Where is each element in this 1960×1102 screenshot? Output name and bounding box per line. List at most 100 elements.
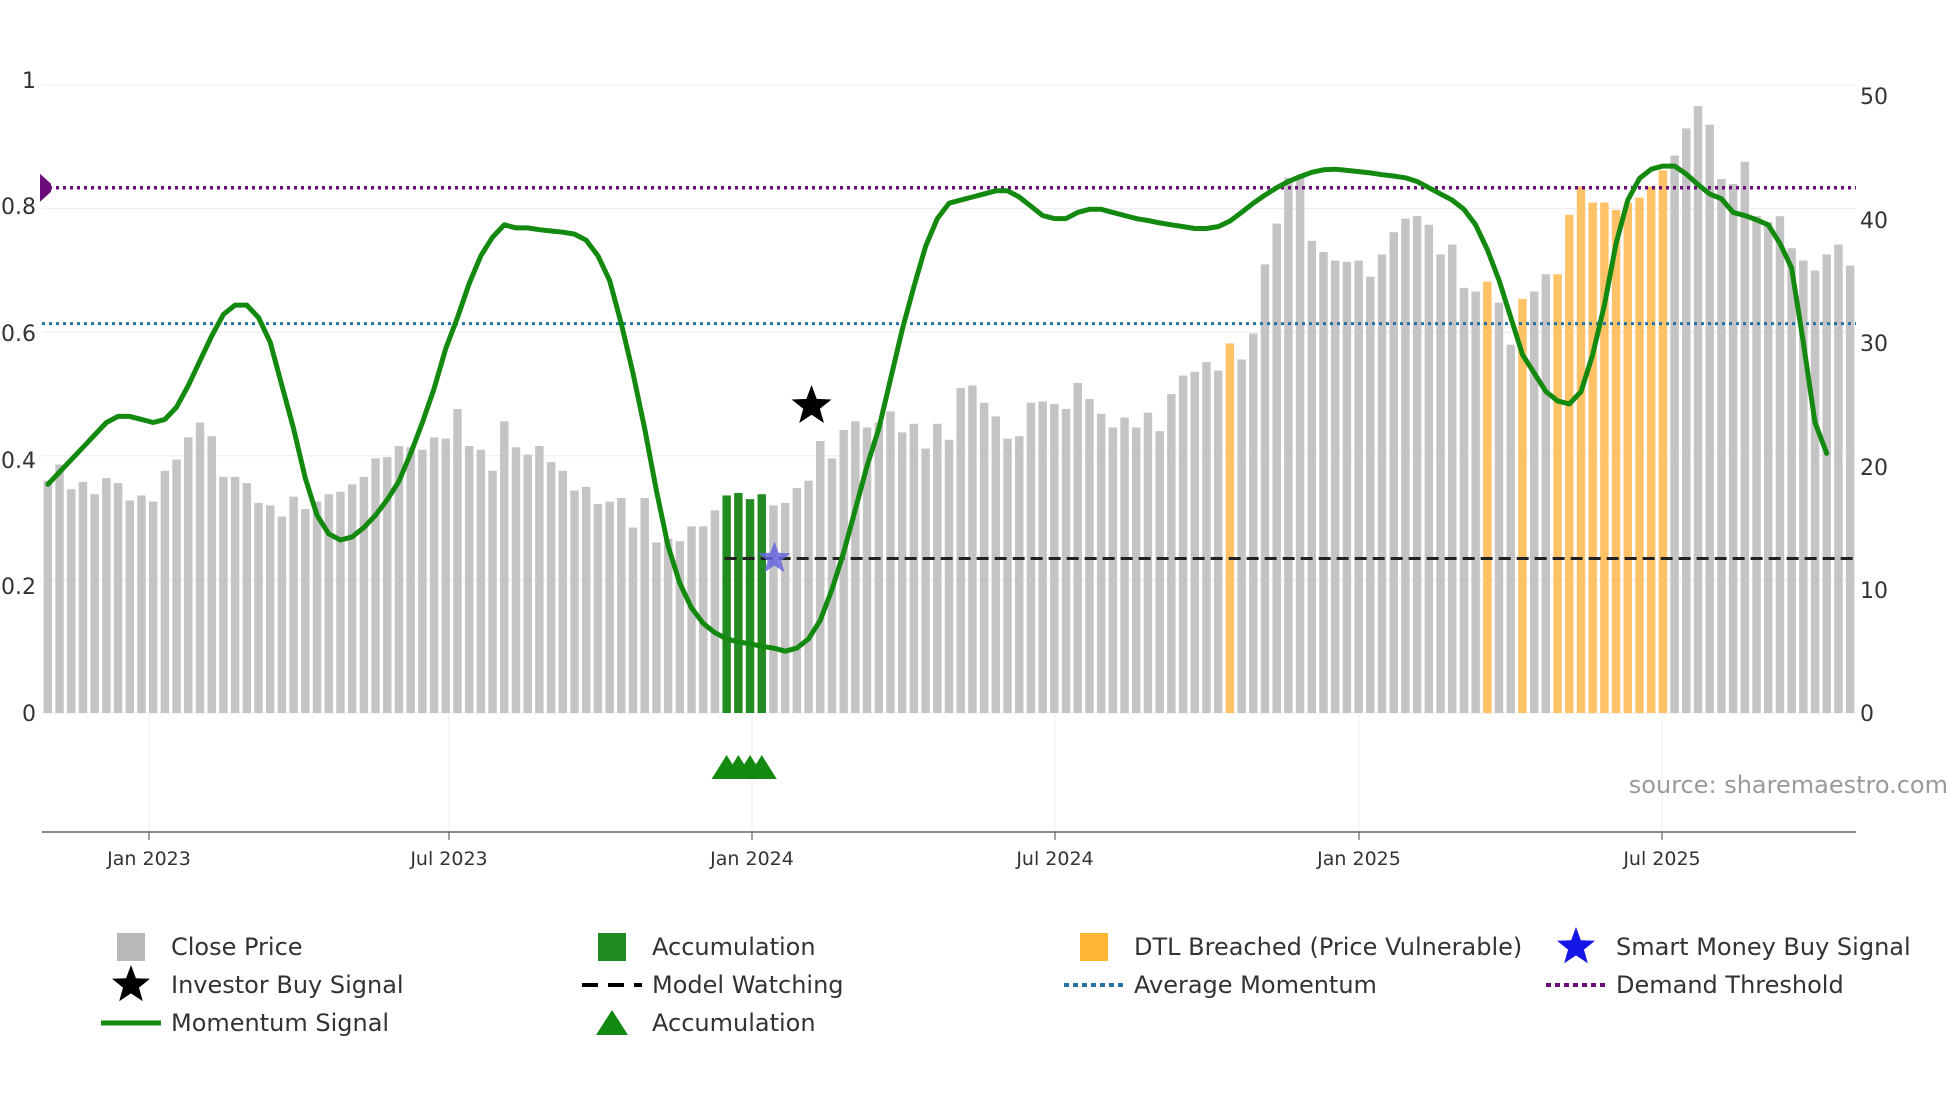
close-price-bar <box>277 516 287 713</box>
accumulation-triangle <box>746 755 777 779</box>
x-tick-label: Jul 2024 <box>1015 848 1093 870</box>
close-price-bar <box>1003 438 1012 713</box>
close-price-bar <box>476 449 486 713</box>
close-price-bar <box>1389 232 1398 713</box>
dtl-breached-bar <box>1646 186 1656 713</box>
close-price-bar <box>1260 264 1270 713</box>
close-price-bar <box>956 387 965 713</box>
close-price-bar <box>663 538 673 713</box>
close-price-bar <box>1834 244 1843 713</box>
close-price-bar <box>1272 223 1281 714</box>
close-price-bar <box>523 454 532 713</box>
legend-label: Smart Money Buy Signal <box>1616 933 1911 961</box>
close-price-bar <box>804 480 813 713</box>
close-price-bar <box>125 500 134 713</box>
x-tick-label: Jan 2023 <box>106 848 191 870</box>
x-tick-label: Jan 2025 <box>1316 848 1401 870</box>
close-price-bar <box>1471 291 1480 713</box>
close-price-bar <box>570 490 579 713</box>
close-price-bar <box>1143 412 1153 713</box>
legend-symbol-star <box>112 965 150 1002</box>
legend-label: Accumulation <box>652 1009 816 1037</box>
close-price-bar <box>301 509 310 713</box>
close-price-bar <box>184 437 193 713</box>
close-price-bar <box>1436 254 1445 713</box>
close-price-bar <box>359 476 369 713</box>
close-price-bar <box>1448 244 1457 713</box>
left-y-tick-label: 0.8 <box>1 195 36 220</box>
close-price-bar <box>102 478 111 713</box>
close-price-bar <box>1085 399 1094 713</box>
close-price-bar <box>429 437 439 713</box>
accumulation-bar <box>722 495 731 713</box>
legend-label: DTL Breached (Price Vulnerable) <box>1134 933 1522 961</box>
close-price-bar <box>652 542 661 713</box>
legend-label: Model Watching <box>652 971 844 999</box>
close-price-bar <box>874 422 883 713</box>
demand-threshold-marker <box>40 173 51 202</box>
dtl-breached-bar <box>1225 343 1235 713</box>
dtl-breached-bar <box>1635 197 1644 714</box>
close-price-bar <box>1412 216 1422 713</box>
close-price-bar <box>1752 216 1761 713</box>
close-price-bar <box>1670 155 1679 713</box>
close-price-bar <box>1237 359 1246 713</box>
legend: Close Price Accumulation DTL Breached (Pri… <box>101 927 1911 1037</box>
legend-label: Average Momentum <box>1134 971 1377 999</box>
close-price-bar <box>488 470 497 713</box>
close-price-bar <box>148 501 158 713</box>
dtl-breached-bar <box>1518 298 1527 713</box>
close-price-bar <box>897 432 907 713</box>
close-price-bar <box>1330 260 1340 713</box>
momentum-series <box>45 163 1830 654</box>
smart-money-buy-signal-star <box>758 541 791 573</box>
close-price-bar <box>195 422 205 713</box>
left-y-tick-label: 0.4 <box>1 449 36 474</box>
close-price-bar <box>1810 270 1820 713</box>
close-price-bar <box>1319 251 1328 713</box>
close-price-bar <box>862 427 872 713</box>
right-y-tick-label: 50 <box>1860 85 1888 110</box>
close-price-bar <box>55 464 64 713</box>
close-price-bar <box>1120 417 1129 713</box>
close-price-bar <box>312 501 322 713</box>
close-price-bar <box>944 439 954 713</box>
close-price-bar <box>780 502 790 713</box>
close-price-bar <box>640 497 649 713</box>
close-price-bar <box>1401 218 1410 713</box>
close-price-bar <box>1494 302 1504 713</box>
close-price-bar <box>1108 427 1118 713</box>
close-price-bar <box>1061 408 1071 713</box>
close-price-bar <box>137 495 146 713</box>
close-price-bar <box>90 494 99 713</box>
close-price-bar <box>172 459 181 713</box>
close-price-bar <box>710 510 720 713</box>
close-price-bar <box>839 429 848 713</box>
close-price-bar <box>230 476 240 713</box>
investor-buy-signal-star <box>791 385 832 423</box>
legend-symbol-square <box>1080 933 1108 961</box>
close-price-bar <box>1190 371 1199 713</box>
dtl-breached-bar <box>1658 170 1668 713</box>
close-price-bar <box>1705 124 1714 713</box>
close-price-bar <box>1167 394 1176 713</box>
accumulation-bar <box>745 499 755 713</box>
accumulation-bar <box>757 494 766 713</box>
momentum-signal-line <box>45 163 1830 654</box>
right-y-tick-label: 20 <box>1860 456 1888 481</box>
close-price-bar <box>406 447 415 713</box>
right-y-tick-label: 30 <box>1860 332 1888 357</box>
close-price-bar <box>581 486 591 713</box>
legend-symbol-square <box>598 933 626 961</box>
legend-symbol-triangle <box>596 1010 628 1035</box>
close-price-bar <box>500 421 509 713</box>
close-price-bar <box>617 497 626 713</box>
close-price-bar <box>1178 375 1188 713</box>
close-price-bar <box>675 541 685 713</box>
close-price-bar <box>1073 382 1082 713</box>
close-price-bar <box>113 483 123 713</box>
close-price-bar <box>593 504 603 713</box>
close-price-bar <box>1132 427 1141 713</box>
close-price-bar <box>336 491 345 713</box>
